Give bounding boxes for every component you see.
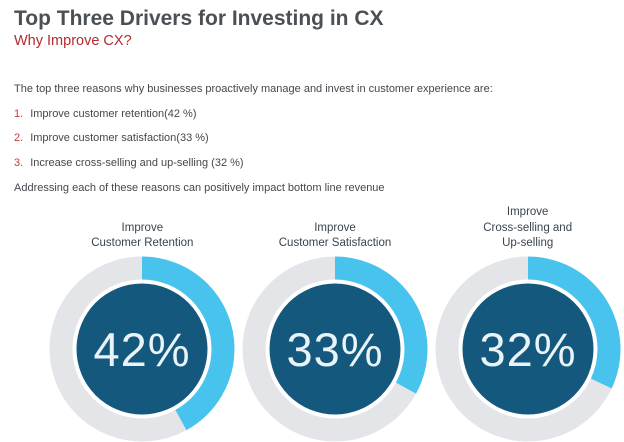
donut-title-line: Improve xyxy=(121,221,164,234)
intro-section: The top three reasons why businesses pro… xyxy=(0,83,624,194)
donut-chart: 32% xyxy=(435,256,621,442)
donut-center-circle xyxy=(76,283,208,415)
donut-column-3: Improve Cross-selling and Up-selling 32% xyxy=(431,205,624,442)
reason-text: Improve customer satisfaction(33 %) xyxy=(30,132,209,145)
donut-title-line: Up-selling xyxy=(502,237,554,250)
donut-title: Improve Customer Retention xyxy=(91,205,193,252)
closing-text: Addressing each of these reasons can pos… xyxy=(14,181,385,194)
page-title: Top Three Drivers for Investing in CX xyxy=(14,7,384,30)
donut-title-line: Customer Retention xyxy=(91,237,194,250)
donut-title: Improve Cross-selling and Up-selling xyxy=(483,205,572,252)
donut-title-line: Cross-selling and xyxy=(483,221,573,234)
reason-item-2: 2. Improve customer satisfaction(33 %) xyxy=(14,132,610,144)
reason-number: 3. xyxy=(14,156,24,169)
reason-item-1: 1. Improve customer retention(42 %) xyxy=(14,108,610,120)
reason-number: 1. xyxy=(14,107,24,120)
page-subtitle: Why Improve CX? xyxy=(14,33,132,50)
donut-ring-arc xyxy=(49,256,235,442)
donut-column-1: Improve Customer Retention 42% xyxy=(46,205,239,442)
donut-center-circle xyxy=(269,283,401,415)
donut-charts-row: Improve Customer Retention 42% Improve Custo… xyxy=(46,205,624,442)
donut-percent-label: 33% xyxy=(286,323,383,376)
donut-ring-arc xyxy=(435,256,621,442)
reasons-list: 1. Improve customer retention(42 %) 2. Imp… xyxy=(14,108,610,169)
donut-title-line: Improve xyxy=(506,206,549,219)
reason-text: Improve customer retention(42 %) xyxy=(30,107,197,120)
donut-title-line: Customer Satisfaction xyxy=(278,237,392,250)
donut-percent-label: 32% xyxy=(479,323,576,376)
donut-column-2: Improve Customer Satisfaction 33% xyxy=(239,205,432,442)
reason-number: 2. xyxy=(14,132,24,145)
donut-title: Improve Customer Satisfaction xyxy=(279,205,392,252)
donut-percent-label: 42% xyxy=(94,323,191,376)
donut-ring-arc xyxy=(242,256,428,442)
donut-chart: 33% xyxy=(242,256,428,442)
donut-chart: 42% xyxy=(49,256,235,442)
reason-item-3: 3. Increase cross-selling and up-selling … xyxy=(14,157,610,169)
donut-center-circle xyxy=(462,283,594,415)
page-header: Top Three Drivers for Investing in CX Wh… xyxy=(0,0,624,50)
donut-title-line: Improve xyxy=(314,221,356,234)
intro-text: The top three reasons why businesses pro… xyxy=(14,83,493,96)
reason-text: Increase cross-selling and up-selling (3… xyxy=(30,156,244,169)
